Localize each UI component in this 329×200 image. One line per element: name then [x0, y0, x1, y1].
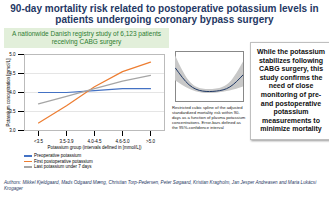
html-text:Restricted cubic spline of the: Restricted cubic spline of the adjusted … [172, 105, 246, 130]
html-text:A nationwide Danish registry s: A nationwide Danish registry study of 6,… [11, 30, 162, 45]
svg-text:Potassium concentration [mmol/: Potassium concentration [mmol/L] [6, 59, 11, 127]
svg-text:3.0: 3.0 [9, 128, 16, 133]
svg-text:3.5: 3.5 [9, 108, 16, 114]
svg-text:4.6-5.0: 4.6-5.0 [115, 139, 130, 144]
svg-text:3.5-3.9: 3.5-3.9 [59, 139, 74, 144]
svg-text:Potassium group (intervals def: Potassium group (intervals defined in [m… [47, 145, 142, 150]
svg-text:5.0: 5.0 [9, 52, 16, 57]
svg-text:4.5: 4.5 [9, 70, 16, 76]
html-text:First postoperative potassium: First postoperative potassium [34, 158, 93, 164]
html-text:While the potassium stabilizes: While the potassium stabilizes following… [257, 48, 325, 133]
html-text:Preoperative potassium: Preoperative potassium [34, 153, 82, 158]
svg-text:<3.5: <3.5 [34, 139, 43, 144]
svg-text:>5.0: >5.0 [146, 139, 155, 144]
svg-text:4.0-4.5: 4.0-4.5 [87, 139, 102, 144]
html-text:Last potassium under 7 days: Last potassium under 7 days [34, 164, 92, 169]
svg-text:4.0: 4.0 [9, 89, 16, 95]
html-text:90-day mortality risk related: 90-day mortality risk related to postope… [10, 3, 319, 25]
html-text:Authors: Mikkel Kjeldgaard, Ma: Authors: Mikkel Kjeldgaard, Mads Odgaard… [4, 180, 317, 191]
